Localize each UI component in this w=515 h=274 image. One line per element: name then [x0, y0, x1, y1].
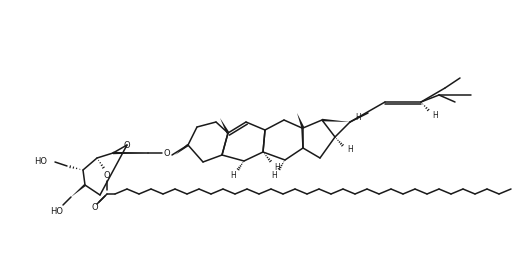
Text: HO: HO	[34, 156, 47, 165]
Polygon shape	[322, 119, 350, 122]
Text: H: H	[347, 145, 353, 155]
Text: O: O	[92, 204, 98, 213]
Text: H: H	[271, 172, 277, 181]
Text: O: O	[124, 141, 130, 150]
Polygon shape	[175, 144, 189, 155]
Text: H: H	[355, 113, 361, 121]
Text: O: O	[104, 172, 110, 181]
Text: HO: HO	[50, 207, 63, 216]
Text: O: O	[164, 149, 170, 158]
Polygon shape	[220, 118, 229, 134]
Polygon shape	[113, 152, 148, 154]
Text: H: H	[432, 112, 438, 121]
Text: H: H	[274, 164, 280, 173]
Text: H: H	[230, 172, 236, 181]
Polygon shape	[297, 113, 304, 129]
Polygon shape	[71, 184, 86, 197]
